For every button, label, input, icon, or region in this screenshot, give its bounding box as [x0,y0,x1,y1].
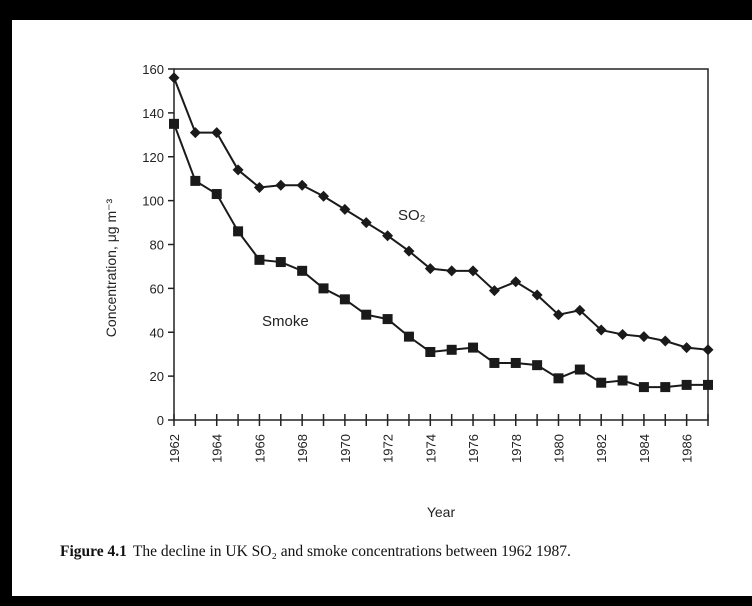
data-point-diamond [595,324,607,336]
data-point-diamond [318,190,330,202]
series-label-so2: SO₂ [398,207,426,224]
y-tick-label: 100 [142,194,164,209]
data-point-square [574,364,585,375]
y-tick-label: 20 [150,369,164,384]
y-tick-label: 80 [150,238,164,253]
x-tick-label: 1984 [637,434,652,463]
data-point-diamond [296,179,308,191]
data-point-square [297,265,308,276]
data-point-diamond [617,328,629,340]
data-point-square [254,254,265,265]
data-point-diamond [189,127,201,139]
data-point-diamond [360,217,372,229]
figure-page: 0 20 40 60 80 100 120 140 160 1962 1964 1966 1968 19… [12,20,752,596]
data-point-square [361,309,372,320]
data-point-square [169,118,179,129]
x-tick-label: 1962 [167,434,182,463]
data-point-diamond [488,285,500,297]
y-axis-ticks: 0 20 40 60 80 100 120 140 160 [142,62,174,428]
caption-text: The decline in UK SO₂ and smoke concentr… [132,543,571,560]
data-point-square [275,257,286,268]
x-tick-label: 1982 [594,434,609,463]
data-point-diamond [702,344,714,356]
series-layer [168,72,714,393]
data-point-diamond [446,265,458,277]
x-tick-label: 1966 [252,434,267,463]
data-point-square [617,375,628,386]
plot-frame [173,68,709,421]
data-point-square [425,346,436,357]
data-point-diamond [424,263,436,275]
y-tick-label: 0 [157,413,164,428]
data-point-square [190,175,201,186]
x-tick-label: 1978 [509,434,524,463]
data-point-diamond [403,245,415,257]
data-point-square [532,360,543,371]
data-point-diamond [382,230,394,242]
data-point-square [382,314,393,325]
x-tick-label: 1964 [210,434,225,463]
y-axis-label: Concentration, μg m⁻³ [103,198,119,337]
x-tick-label: 1980 [551,434,566,463]
x-tick-label: 1986 [680,434,695,463]
x-axis-ticks: 1962 1964 1966 1968 1970 1972 1974 1976 1978 1980… [167,414,709,463]
data-point-square [703,379,713,390]
data-point-square [446,344,457,355]
data-point-square [339,294,350,305]
data-point-square [681,379,692,390]
data-point-square [596,377,607,388]
y-tick-label: 160 [142,62,164,77]
series-label-smoke: Smoke [262,313,309,330]
x-axis-label: Year [427,504,456,520]
data-point-diamond [638,331,650,343]
data-point-square [660,382,671,393]
data-point-square [318,283,329,294]
data-point-square [403,331,414,342]
data-point-diamond [253,181,265,193]
data-point-square [489,357,500,368]
data-point-diamond [168,72,180,84]
y-tick-label: 140 [142,106,164,121]
x-tick-label: 1976 [466,434,481,463]
data-point-square [510,357,521,368]
data-point-square [638,382,649,393]
data-point-diamond [552,309,564,321]
figure-caption: Figure 4.1 The decline in UK SO₂ and smok… [60,542,750,562]
caption-label: Figure 4.1 [60,543,127,560]
data-point-diamond [574,304,586,316]
x-tick-label: 1974 [423,434,438,463]
data-point-diamond [232,164,244,176]
data-point-diamond [681,342,693,354]
series-line-0 [173,77,709,351]
data-point-diamond [467,265,479,277]
x-tick-label: 1968 [295,434,310,463]
series-line-1 [173,123,708,389]
y-tick-label: 120 [142,150,164,165]
data-point-square [211,189,222,200]
data-point-diamond [531,289,543,301]
data-point-diamond [275,179,287,191]
data-point-square [468,342,479,353]
y-tick-label: 60 [150,281,164,296]
x-tick-label: 1970 [338,434,353,463]
chart-axes [173,68,709,421]
x-tick-label: 1972 [381,434,396,463]
data-point-square [553,373,564,384]
data-point-diamond [211,127,223,139]
data-point-square [233,226,244,237]
data-point-diamond [659,335,671,347]
y-tick-label: 40 [150,325,164,340]
data-point-diamond [510,276,522,288]
data-point-diamond [339,203,351,215]
